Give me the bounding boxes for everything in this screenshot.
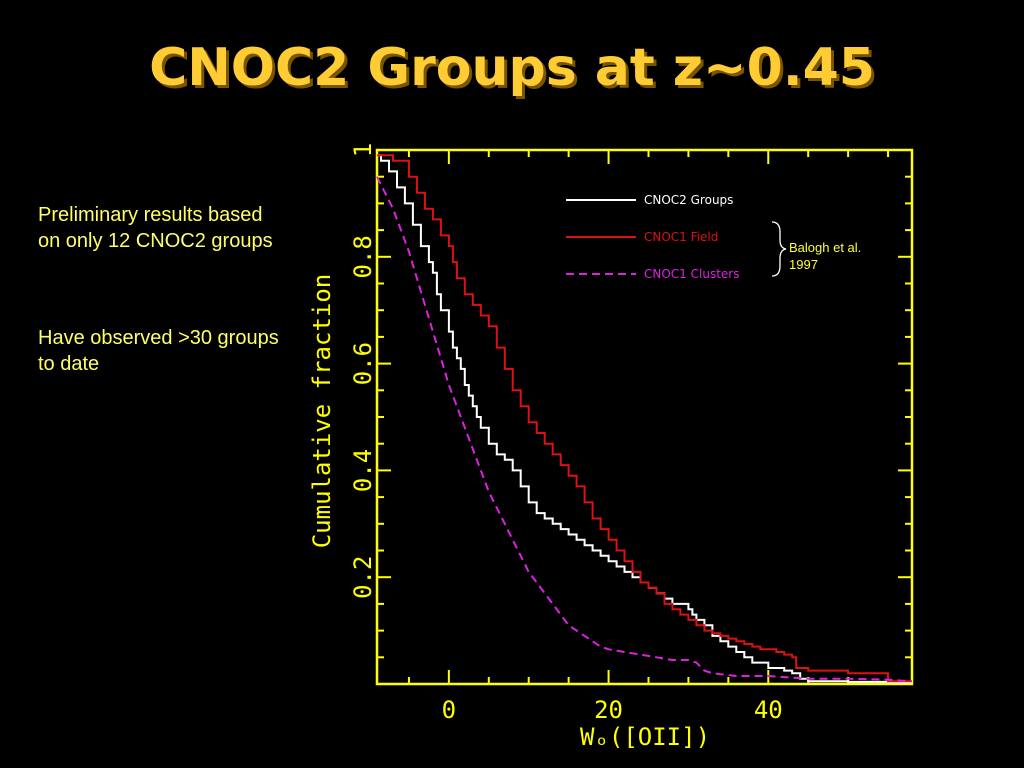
plot-frame: [375, 148, 914, 686]
y-tick-label: 0.6: [349, 342, 377, 385]
series-line-cnoc1-clusters: [376, 176, 913, 683]
reference-bracket: Balogh et al. 1997: [771, 221, 865, 277]
reference-label-line2: 1997: [789, 257, 818, 272]
tick-labels: 0 20 40 0.2 0.4 0.6 0.8 1: [349, 143, 783, 724]
legend-label: CNOC1 Field: [644, 230, 718, 244]
y-axis-label: Cumulative fraction: [308, 274, 336, 549]
y-tick-label: 0.8: [349, 235, 377, 278]
series-lines: [376, 154, 913, 684]
legend-label: CNOC2 Groups: [644, 193, 733, 207]
legend: CNOC2 Groups CNOC1 Field CNOC1 Clusters: [566, 193, 739, 281]
x-tick-label: 40: [754, 696, 783, 724]
brace-icon: [771, 221, 787, 277]
x-tick-label: 0: [442, 696, 456, 724]
y-tick-label: 0.2: [349, 556, 377, 599]
x-axis-label: Wₒ([OII]): [580, 723, 710, 751]
series-line-cnoc1-field: [377, 154, 912, 683]
note-observed: Have observed >30 groups to date: [38, 327, 279, 375]
slide-title: CNOC2 Groups at z~0.45: [149, 38, 875, 98]
y-tick-label: 1: [349, 143, 377, 157]
series-line-cnoc2-groups: [377, 154, 912, 684]
x-tick-label: 20: [594, 696, 623, 724]
note-preliminary: Preliminary results based on only 12 CNO…: [38, 204, 273, 252]
y-tick-label: 0.4: [349, 449, 377, 492]
reference-label: Balogh et al. 1997: [789, 240, 865, 272]
reference-label-line1: Balogh et al.: [789, 240, 861, 255]
legend-label: CNOC1 Clusters: [644, 267, 739, 281]
